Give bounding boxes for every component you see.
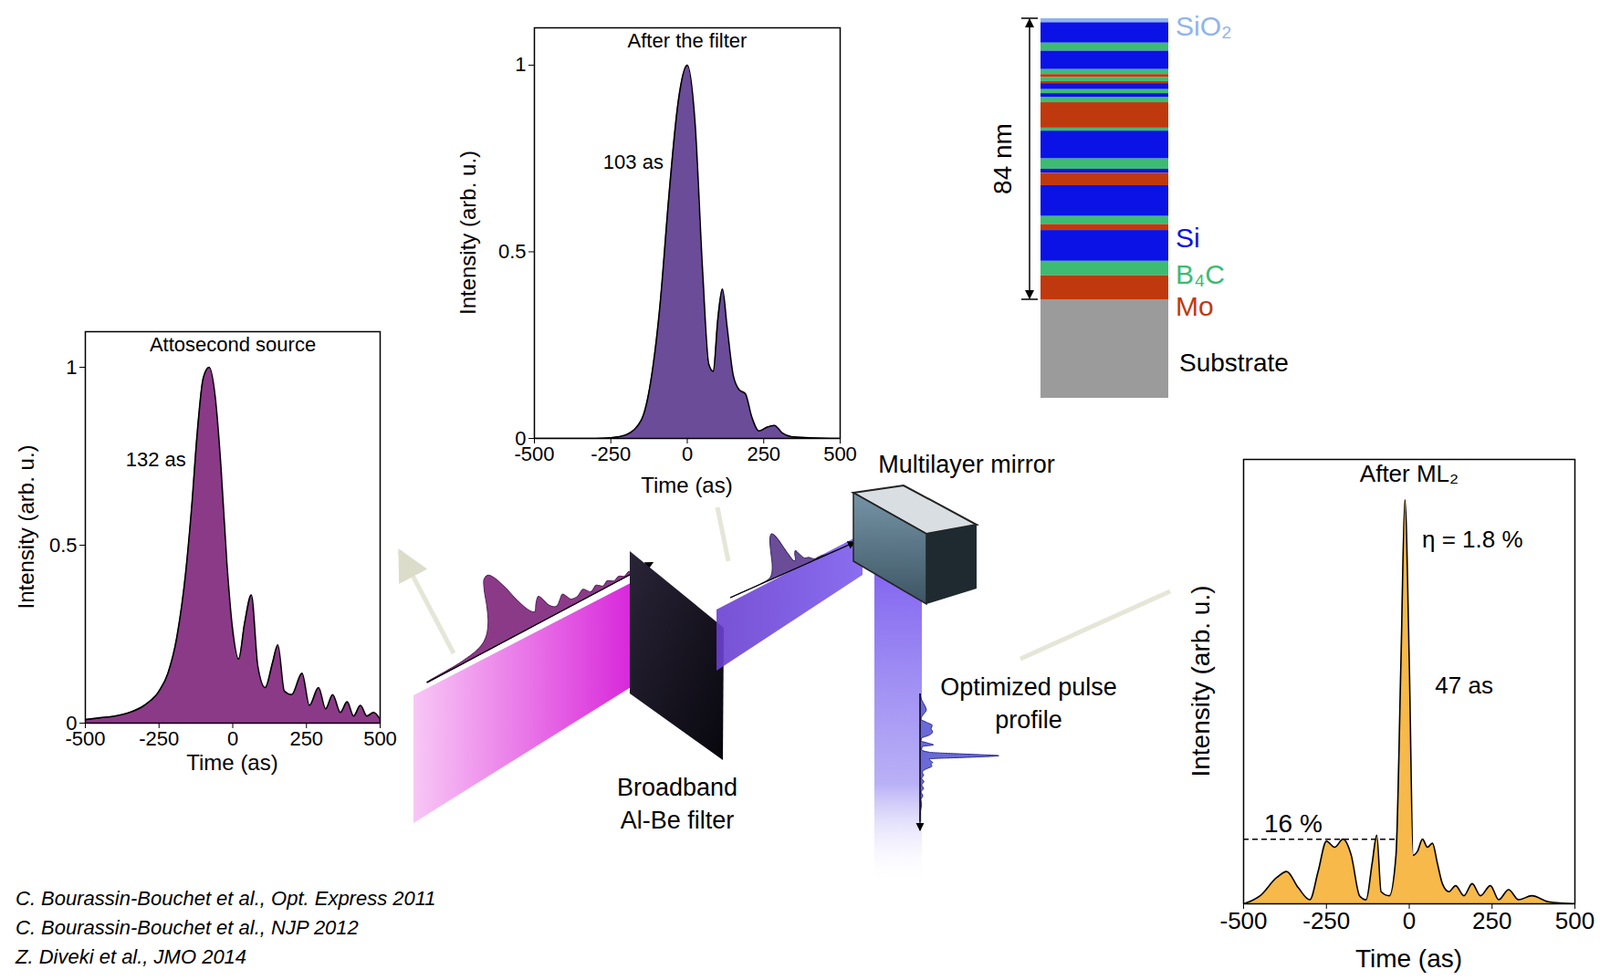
svg-text:0: 0: [681, 442, 693, 466]
svg-text:B₄C: B₄C: [1175, 259, 1225, 290]
svg-text:Attosecond source: Attosecond source: [149, 333, 316, 356]
svg-text:profile: profile: [994, 706, 1063, 734]
svg-text:500: 500: [363, 727, 398, 751]
svg-text:Multilayer mirror: Multilayer mirror: [878, 450, 1056, 479]
svg-text:Time (as): Time (as): [1355, 944, 1463, 973]
svg-text:Time (as): Time (as): [640, 472, 733, 498]
svg-text:C. Bourassin-Bouchet et al., N: C. Bourassin-Bouchet et al., NJP 2012: [15, 916, 359, 940]
svg-text:-250: -250: [590, 442, 631, 466]
svg-text:-250: -250: [138, 727, 179, 751]
svg-text:0: 0: [1402, 907, 1416, 935]
svg-text:Time (as): Time (as): [186, 750, 278, 775]
svg-text:Z. Diveki et al., JMO 2014: Z. Diveki et al., JMO 2014: [14, 945, 247, 969]
svg-text:Al-Be filter: Al-Be filter: [620, 806, 735, 835]
svg-text:0: 0: [227, 727, 239, 751]
svg-text:250: 250: [1472, 907, 1512, 935]
svg-text:SiO₂: SiO₂: [1175, 10, 1233, 42]
svg-text:0: 0: [65, 711, 77, 735]
svg-text:-500: -500: [1219, 907, 1267, 935]
svg-text:-500: -500: [65, 727, 106, 751]
svg-text:47 as: 47 as: [1434, 671, 1494, 700]
svg-text:Intensity (arb. u.): Intensity (arb. u.): [13, 444, 39, 609]
svg-text:132 as: 132 as: [125, 448, 187, 471]
svg-text:After the filter: After the filter: [627, 29, 748, 53]
svg-text:500: 500: [823, 442, 858, 466]
svg-text:16 %: 16 %: [1264, 809, 1323, 838]
svg-text:η = 1.8 %: η = 1.8 %: [1422, 525, 1524, 554]
svg-text:C. Bourassin-Bouchet et al., O: C. Bourassin-Bouchet et al., Opt. Expres…: [15, 887, 437, 910]
svg-text:Si: Si: [1175, 222, 1201, 253]
svg-text:250: 250: [746, 442, 781, 466]
svg-text:Mo: Mo: [1175, 291, 1214, 322]
svg-text:0: 0: [514, 427, 526, 450]
svg-text:After ML₂: After ML₂: [1359, 460, 1459, 488]
svg-text:103 as: 103 as: [603, 150, 664, 174]
svg-text:1: 1: [65, 355, 77, 379]
svg-text:Intensity (arb. u.): Intensity (arb. u.): [455, 150, 481, 315]
svg-text:0.5: 0.5: [49, 533, 78, 557]
svg-text:-500: -500: [514, 442, 555, 466]
svg-text:-250: -250: [1302, 907, 1350, 935]
svg-text:Substrate: Substrate: [1179, 348, 1289, 377]
svg-text:Broadband: Broadband: [616, 773, 738, 802]
svg-text:1: 1: [514, 52, 526, 76]
svg-text:250: 250: [289, 727, 324, 751]
svg-text:84 nm: 84 nm: [988, 123, 1017, 195]
svg-text:500: 500: [1555, 907, 1595, 935]
svg-text:Intensity (arb. u.): Intensity (arb. u.): [1186, 585, 1215, 777]
svg-text:Optimized pulse: Optimized pulse: [940, 673, 1118, 701]
svg-text:0.5: 0.5: [498, 240, 527, 263]
